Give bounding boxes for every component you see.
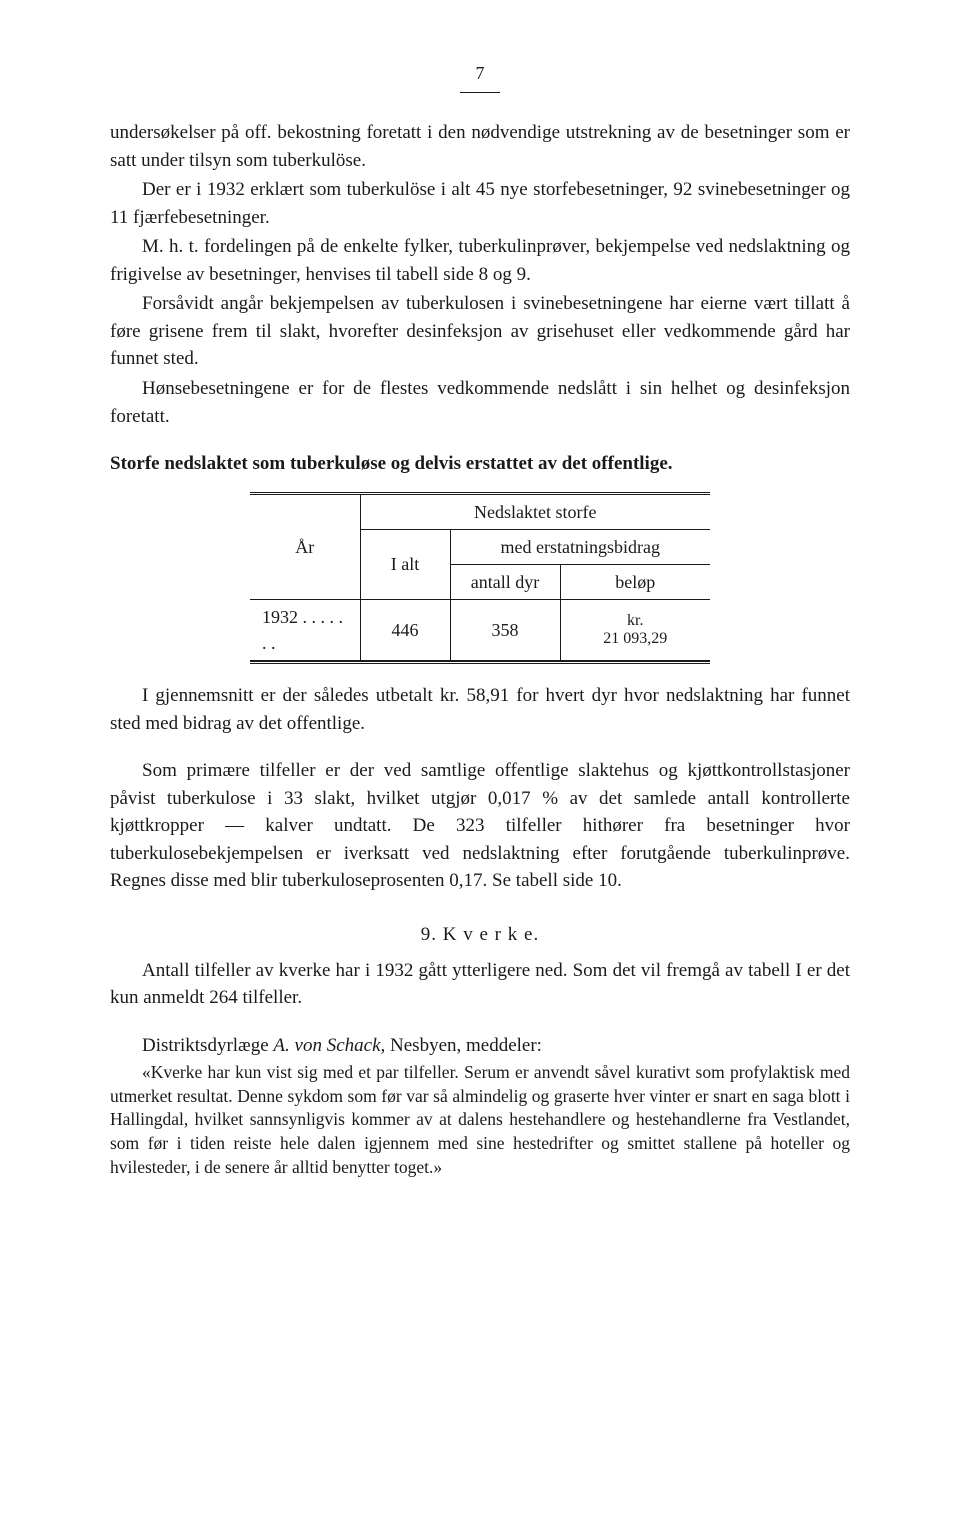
kr-label: kr. bbox=[569, 612, 703, 630]
belop-value: 21 093,29 bbox=[569, 630, 703, 648]
col-nedslaktet-header: Nedslaktet storfe bbox=[360, 495, 710, 530]
body-paragraph: I gjennemsnitt er der således utbetalt k… bbox=[110, 682, 850, 737]
attribution-suffix: Nesbyen, meddeler: bbox=[385, 1035, 542, 1056]
quote-paragraph: «Kverke har kun vist sig med et par tilf… bbox=[110, 1061, 850, 1179]
page-number: 7 bbox=[476, 60, 485, 88]
body-paragraph: Som primære tilfeller er der ved samtlig… bbox=[110, 757, 850, 895]
col-year-header: År bbox=[250, 495, 360, 600]
body-paragraph: Der er i 1932 erklært som tuberkulöse i … bbox=[110, 176, 850, 231]
attribution-line: Distriktsdyrlæge A. von Schack, Nesbyen,… bbox=[110, 1032, 850, 1060]
attribution-name: A. von Schack, bbox=[273, 1035, 385, 1056]
body-paragraph: Antall tilfeller av kverke har i 1932 gå… bbox=[110, 957, 850, 1012]
row-ialt: 446 bbox=[360, 599, 450, 660]
row-belop: kr. 21 093,29 bbox=[560, 599, 710, 660]
table-title: Storfe nedslaktet som tuberkuløse og del… bbox=[110, 450, 850, 478]
attribution-prefix: Distriktsdyrlæge bbox=[142, 1035, 273, 1056]
storfe-table: År Nedslaktet storfe I alt med erstatnin… bbox=[250, 492, 710, 664]
body-paragraph: Hønsebesetningene er for de flestes vedk… bbox=[110, 375, 850, 430]
body-paragraph: Forsåvidt angår bekjempelsen av tuberkul… bbox=[110, 290, 850, 373]
col-antall-header: antall dyr bbox=[450, 564, 560, 599]
section-9-heading: 9. K v e r k e. bbox=[110, 921, 850, 949]
col-erstatning-header: med erstatningsbidrag bbox=[450, 529, 710, 564]
row-antall: 358 bbox=[450, 599, 560, 660]
page-number-rule bbox=[460, 92, 500, 93]
col-belop-header: beløp bbox=[560, 564, 710, 599]
col-ialt-header: I alt bbox=[360, 529, 450, 599]
body-paragraph: undersøkelser på off. bekostning foretat… bbox=[110, 119, 850, 174]
body-paragraph: M. h. t. fordelingen på de enkelte fylke… bbox=[110, 233, 850, 288]
row-year: 1932 . . . . . . . bbox=[250, 599, 360, 660]
